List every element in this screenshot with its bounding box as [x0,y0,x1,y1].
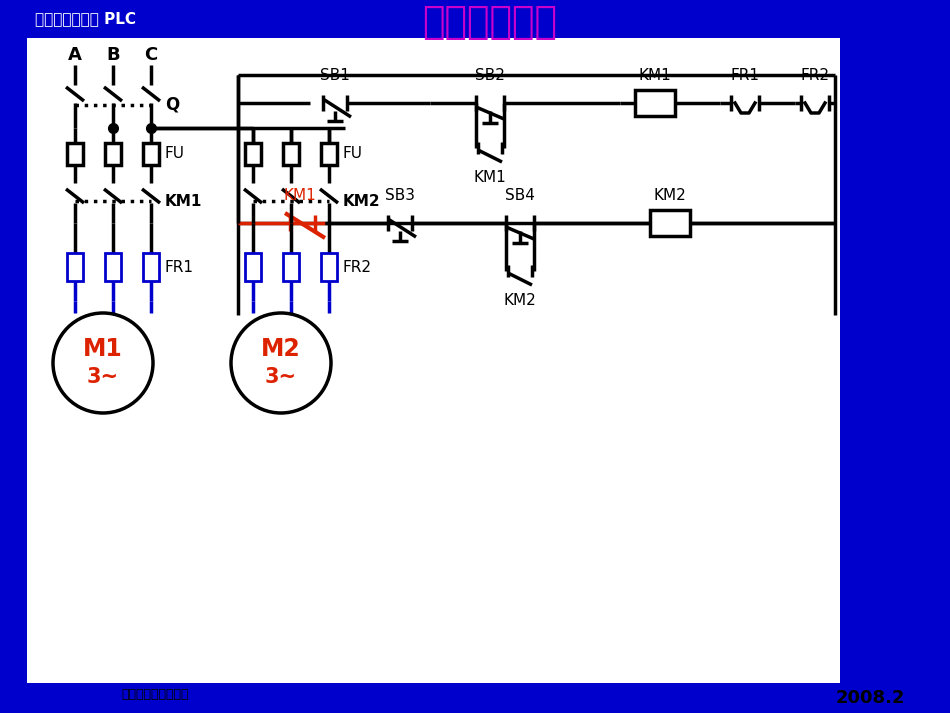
Text: SB2: SB2 [475,68,505,83]
Text: 大学自动化工程学院: 大学自动化工程学院 [122,689,189,702]
Text: KM1: KM1 [474,170,506,185]
Text: SB1: SB1 [320,68,350,83]
Bar [0,0,950,38]
Bar [67,253,83,281]
Bar [321,143,337,165]
Bar [283,143,299,165]
Bar [0,683,950,713]
Text: FR2: FR2 [343,260,372,275]
Bar [650,210,690,236]
Text: KM1: KM1 [165,193,202,208]
Bar [321,253,337,281]
Text: FR1: FR1 [731,68,759,83]
Bar [0,0,27,713]
Text: B: B [106,46,120,64]
Text: Q: Q [165,96,180,114]
Text: KM1: KM1 [284,188,316,203]
Text: FU: FU [343,146,363,162]
Bar [635,90,675,116]
Text: 电气控制技术及 PLC: 电气控制技术及 PLC [35,11,136,26]
Bar [245,143,261,165]
Text: KM1: KM1 [638,68,672,83]
Bar [143,253,159,281]
Text: FU: FU [165,146,185,162]
Text: KM2: KM2 [504,293,537,308]
Text: M1: M1 [84,337,123,361]
Text: SB4: SB4 [505,188,535,203]
Text: KM2: KM2 [654,188,686,203]
Bar [105,253,121,281]
Bar [67,143,83,165]
Text: KM2: KM2 [343,193,381,208]
Text: 2008.2: 2008.2 [835,689,904,707]
Text: SB3: SB3 [385,188,415,203]
Text: 判断电路功能: 判断电路功能 [423,5,558,41]
Bar [283,253,299,281]
Bar [143,143,159,165]
Text: A: A [68,46,82,64]
Text: 3~: 3~ [87,367,119,387]
Bar [245,253,261,281]
Text: C: C [144,46,158,64]
Text: FR2: FR2 [801,68,829,83]
Bar [105,143,121,165]
Circle shape [231,313,331,413]
Text: M2: M2 [261,337,301,361]
Text: 3~: 3~ [265,367,297,387]
Circle shape [53,313,153,413]
Bar [840,0,923,683]
Text: FR1: FR1 [165,260,194,275]
Bar [27,0,237,38]
